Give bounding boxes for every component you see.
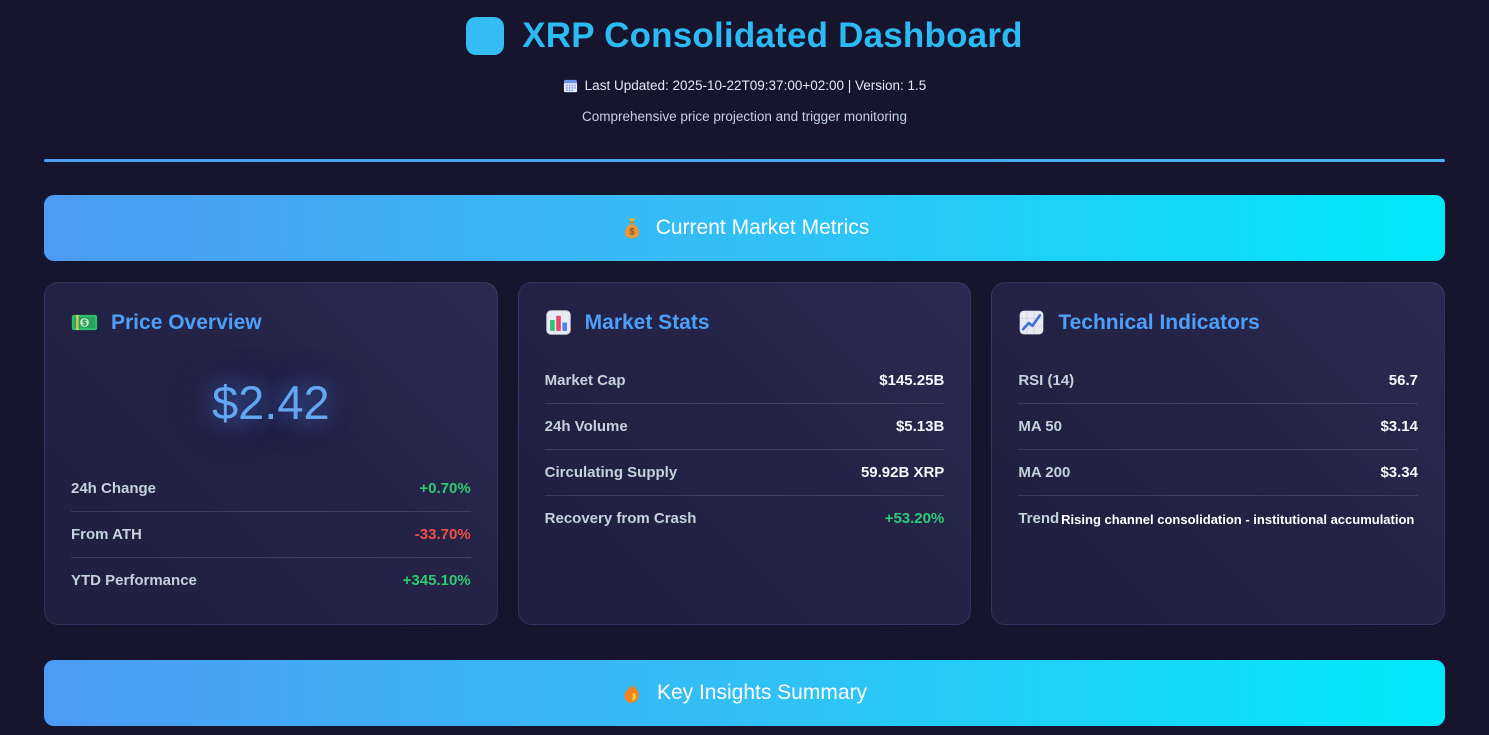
card-title-row: $ Price Overview	[71, 309, 471, 336]
chart-increasing-icon	[1020, 310, 1044, 335]
stat-row-ma-50: MA 50 $3.14	[1018, 403, 1418, 449]
card-title: Market Stats	[584, 310, 710, 334]
stat-row-rsi: RSI (14) 56.7	[1018, 358, 1418, 403]
money-bag-icon: $	[624, 218, 639, 239]
stat-label: Circulating Supply	[544, 464, 678, 481]
section-banner-key-insights: Key Insights Summary	[44, 660, 1445, 726]
stat-row-ytd-performance: YTD Performance +345.10%	[71, 557, 471, 603]
svg-text:$: $	[629, 226, 634, 236]
stat-label: YTD Performance	[71, 572, 197, 590]
calendar-icon	[563, 79, 577, 93]
card-title-row: Market Stats	[545, 309, 945, 336]
stat-value: $3.34	[1380, 464, 1418, 481]
cards-row: $ Price Overview $2.42 24h Change +0.70%…	[44, 282, 1445, 625]
bar-chart-icon	[545, 310, 571, 335]
card-technical-indicators: Technical Indicators RSI (14) 56.7 MA 50…	[991, 282, 1445, 625]
page-title: XRP Consolidated Dashboard	[522, 16, 1023, 55]
card-market-stats: Market Stats Market Cap $145.25B 24h Vol…	[517, 282, 972, 625]
stat-row-from-ath: From ATH -33.70%	[71, 511, 471, 557]
current-price: $2.42	[212, 376, 330, 429]
stat-label: 24h Change	[71, 480, 157, 498]
meta-text: Last Updated: 2025-10-22T09:37:00+02:00 …	[584, 78, 927, 93]
stat-value: +345.10%	[402, 572, 471, 590]
stat-value-trend: Rising channel consolidation - instituti…	[1061, 512, 1415, 527]
card-title: Price Overview	[111, 310, 262, 334]
header: XRP Consolidated Dashboard Last Updated:…	[44, 0, 1445, 162]
section-banner-label: Key Insights Summary	[656, 681, 868, 704]
stat-label: From ATH	[71, 526, 142, 544]
stat-row-market-cap: Market Cap $145.25B	[545, 358, 945, 403]
blue-square-icon	[466, 17, 505, 55]
stat-row-24h-volume: 24h Volume $5.13B	[544, 403, 945, 449]
dollar-banknote-icon: $	[71, 314, 98, 331]
stat-row-trend: Trend Rising channel consolidation - ins…	[1018, 495, 1418, 545]
svg-text:$: $	[82, 318, 87, 327]
stat-row-circulating-supply: Circulating Supply 59.92B XRP	[544, 449, 945, 495]
stat-label: 24h Volume	[544, 418, 628, 435]
stat-value: +0.70%	[419, 480, 471, 498]
stat-row-recovery-from-crash: Recovery from Crash +53.20%	[544, 495, 945, 541]
market-stats-rows: Market Cap $145.25B 24h Volume $5.13B Ci…	[544, 358, 945, 541]
stat-label: MA 50	[1018, 418, 1062, 435]
section-banner-label: Current Market Metrics	[655, 216, 870, 239]
stat-label: Recovery from Crash	[544, 510, 697, 527]
tagline: Comprehensive price projection and trigg…	[582, 109, 907, 124]
stat-value: $5.13B	[895, 418, 945, 435]
header-divider	[44, 159, 1445, 162]
stat-value: -33.70%	[414, 526, 471, 544]
price-rows: 24h Change +0.70% From ATH -33.70% YTD P…	[71, 466, 471, 603]
stat-value: $145.25B	[879, 372, 945, 389]
stat-value: +53.20%	[884, 510, 945, 527]
stat-label: Trend	[1018, 510, 1060, 527]
stat-row-24h-change: 24h Change +0.70%	[71, 466, 471, 511]
stat-value: 59.92B XRP	[860, 464, 945, 481]
technical-rows: RSI (14) 56.7 MA 50 $3.14 MA 200 $3.34 T…	[1018, 358, 1418, 545]
stat-value: 56.7	[1388, 372, 1418, 389]
card-title-row: Technical Indicators	[1018, 309, 1418, 336]
card-title: Technical Indicators	[1058, 310, 1260, 334]
section-banner-market-metrics: $ Current Market Metrics	[44, 195, 1445, 261]
stat-value: $3.14	[1380, 418, 1418, 435]
card-price-overview: $ Price Overview $2.42 24h Change +0.70%…	[44, 282, 498, 625]
title-row: XRP Consolidated Dashboard	[44, 12, 1445, 60]
stat-label: MA 200	[1018, 464, 1071, 481]
stat-row-ma-200: MA 200 $3.34	[1018, 449, 1418, 495]
stat-label: RSI (14)	[1018, 372, 1075, 389]
stat-label: Market Cap	[544, 372, 626, 389]
fire-icon	[624, 683, 639, 703]
meta-line: Last Updated: 2025-10-22T09:37:00+02:00 …	[44, 78, 1445, 93]
